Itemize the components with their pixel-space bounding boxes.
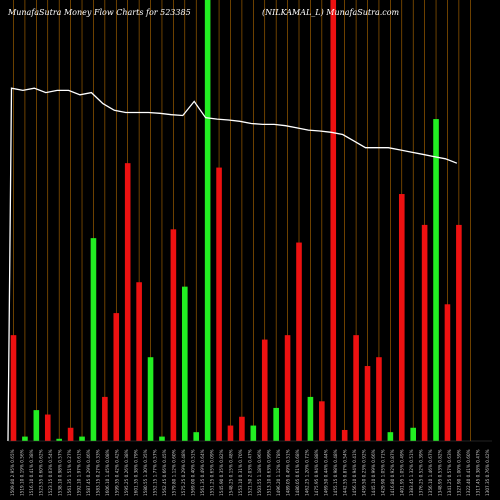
x-tick-label: 1341.25 0.57% 0.63%	[447, 449, 452, 496]
money-flow-bar	[216, 167, 222, 441]
money-flow-bar	[341, 429, 348, 441]
x-tick-label: 1469.50 0.44% 0.44%	[323, 449, 328, 496]
x-tick-label: 1516.10 0.41% 0.38%	[29, 449, 34, 496]
money-flow-bar	[10, 335, 17, 441]
x-tick-label: 1562.45 0.66% 0.45%	[162, 449, 167, 496]
money-flow-bar	[261, 339, 268, 441]
x-tick-label: 1545.90 0.35% 0.82%	[219, 449, 224, 496]
money-flow-bar	[33, 410, 40, 441]
x-tick-label: 1606.10 1.45% 0.08%	[105, 449, 110, 496]
money-flow-bar	[433, 119, 439, 441]
x-tick-label: 1480.05 0.61% 0.68%	[295, 449, 300, 496]
x-tick-label: 1489.05 0.49% 0.51%	[286, 449, 291, 496]
money-flow-bar	[102, 396, 108, 441]
x-tick-label: 1579.80 1.12% 0.60%	[172, 449, 177, 496]
x-tick-label: 1551.25 0.65% 0.09%	[210, 449, 215, 496]
money-flow-bar	[136, 282, 142, 441]
money-flow-bar	[410, 427, 416, 441]
x-tick-label: 1519.10 0.19% 0.56%	[20, 449, 25, 496]
money-flow-bar	[204, 0, 211, 441]
x-tick-label: 1521.50 2.03% 0.47%	[248, 449, 253, 496]
x-tick-label: 1592.10 1.97% 0.61%	[77, 449, 82, 496]
x-tick-label: 1401.95 1.05% 0.49%	[399, 449, 404, 496]
money-flow-bar	[398, 194, 405, 441]
x-tick-label: 1599.35 0.42% 0.42%	[115, 449, 120, 496]
x-tick-label: 1462.25 1.20% 0.72%	[304, 449, 309, 496]
x-tick-label: 1496.20 1.12% 0.78%	[276, 449, 281, 496]
money-flow-bar	[284, 335, 291, 441]
x-tick-label: 1561.35 0.49% 0.64%	[200, 449, 205, 496]
money-flow-bar	[147, 357, 154, 441]
x-tick-label: 1348.95 0.53% 0.82%	[437, 449, 442, 496]
x-tick-label: 1456.10 0.94% 0.41%	[352, 449, 357, 496]
x-tick-label: 1327.90 1.00% 0.59%	[456, 449, 461, 496]
x-tick-label: 1509.80 2.95% 0.65%	[10, 449, 15, 496]
money-flow-bar	[421, 224, 428, 441]
x-tick-label: 1575.25 0.29% 0.48%	[181, 449, 186, 496]
x-tick-label: 1459.50 0.23% 0.92%	[361, 449, 366, 496]
money-flow-bar	[159, 436, 165, 441]
money-flow-bar	[456, 224, 462, 441]
x-tick-label: 1383.45 1.32% 0.51%	[409, 449, 414, 496]
x-tick-label: 1455.15 0.98% 0.48%	[333, 449, 338, 496]
money-flow-bar	[67, 427, 74, 441]
money-flow-bar	[250, 425, 257, 441]
money-flow-bar	[79, 436, 85, 441]
x-tick-label: 1513.10 0.63% 0.99%	[267, 449, 272, 496]
money-flow-bar	[44, 414, 51, 441]
x-tick-label: 1307.35 0.76% 0.42%	[485, 449, 490, 496]
money-flow-bar	[376, 357, 382, 441]
money-flow-bar	[56, 438, 62, 441]
money-flow-bar	[273, 407, 279, 441]
x-tick-label: 1523.15 0.03% 0.54%	[48, 449, 53, 496]
x-tick-label: 1445.10 0.99% 0.66%	[371, 449, 376, 496]
x-tick-label: 1538.10 0.98% 0.57%	[58, 449, 63, 496]
x-tick-label: 1553.10 0.31% 0.70%	[238, 449, 243, 496]
money-flow-bar	[364, 366, 371, 441]
money-flow-bar	[113, 313, 120, 441]
x-tick-label: 1587.45 0.29% 0.46%	[86, 449, 91, 496]
money-flow-bar	[319, 401, 325, 441]
money-flow-bar	[387, 432, 394, 441]
x-tick-label: 1322.40 0.41% 0.60%	[466, 449, 471, 496]
money-flow-bar	[182, 286, 188, 441]
x-axis-labels: 1509.80 2.95% 0.65% 1519.10 0.19% 0.56% 15…	[10, 449, 490, 496]
x-tick-label: 1601.35 0.38% 0.79%	[134, 449, 139, 496]
money-flow-bar	[193, 432, 200, 441]
money-flow-line	[7, 87, 458, 442]
money-flow-bar	[90, 238, 97, 441]
x-tick-label: 1442.55 0.87% 0.54%	[342, 449, 347, 496]
x-tick-label: 1475.95 0.94% 0.88%	[314, 449, 319, 496]
x-tick-label: 1376.25 0.52% 0.39%	[418, 449, 423, 496]
x-tick-label: 1595.25 0.26% 0.38%	[124, 449, 129, 496]
money-flow-bar	[444, 304, 451, 441]
money-flow-bar	[239, 416, 245, 441]
x-tick-label: 1561.35 1.51% 0.27%	[67, 449, 72, 496]
money-flow-bar	[227, 425, 234, 441]
x-tick-label: 1523.55 0.60% 0.62%	[39, 449, 44, 496]
x-tick-label: 1317.45 0.38% 0.47%	[475, 449, 480, 496]
x-tick-label: 1580.55 1.30% 0.35%	[143, 449, 148, 496]
money-flow-bar	[170, 229, 177, 441]
money-flow-bar	[330, 0, 337, 441]
chart-subtitle: (NILKAMAL_L) MunafaSutra.com	[262, 8, 400, 17]
money-flow-bars	[10, 0, 462, 442]
chart-title: MunafaSutra Money Flow Charts for 523385	[7, 8, 191, 17]
x-tick-label: 1548.25 0.15% 0.48%	[229, 449, 234, 496]
money-flow-bar	[296, 242, 302, 441]
money-flow-bar	[307, 396, 314, 441]
x-tick-label: 1583.15 0.27% 0.33%	[96, 449, 101, 496]
x-tick-label: 1416.80 0.92% 0.87%	[390, 449, 395, 496]
x-tick-label: 1569.00 0.40% 0.51%	[191, 449, 196, 496]
x-tick-label: 1356.10 1.46% 0.67%	[428, 449, 433, 496]
money-flow-bar	[353, 335, 359, 441]
x-tick-label: 1503.55 1.18% 0.96%	[257, 449, 262, 496]
x-tick-label: 1552.15 1.77% 0.57%	[153, 449, 158, 496]
money-flow-bar	[22, 436, 28, 441]
x-tick-label: 1429.90 1.05% 0.71%	[380, 449, 385, 496]
money-flow-bar	[124, 163, 131, 442]
